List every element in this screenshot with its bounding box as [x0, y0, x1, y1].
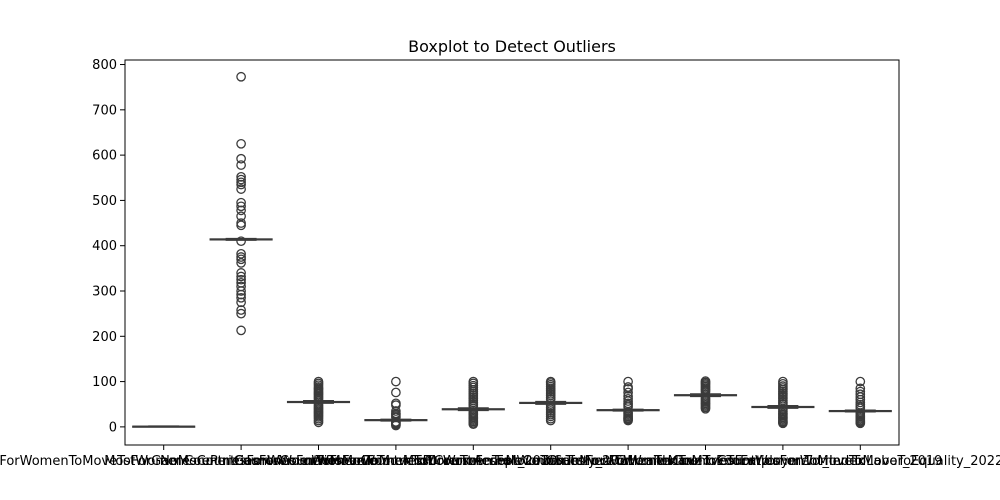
outlier-point	[778, 418, 788, 429]
outlier-point	[855, 418, 866, 429]
outlier-point	[236, 153, 246, 164]
y-tick-label: 600	[92, 149, 117, 164]
outlier-point	[236, 289, 246, 300]
x-tick-label: NoMorePenCountriesForWomenToMoveToDivers…	[160, 454, 477, 469]
y-tick-label: 400	[92, 239, 117, 254]
outlier-point	[236, 297, 246, 308]
x-tick-label: CountriesForWomenToMoveToEquality_2022	[717, 454, 1000, 469]
outlier-point	[236, 174, 246, 185]
outlier-point	[236, 286, 246, 296]
outlier-point	[236, 197, 246, 208]
outlier-point	[236, 205, 246, 216]
y-tick-label: 700	[92, 103, 117, 118]
outlier-point	[623, 383, 633, 394]
y-tick-label: 500	[92, 194, 117, 209]
outlier-point	[236, 179, 246, 190]
outlier-point	[855, 392, 866, 402]
outlier-point	[623, 376, 633, 387]
outlier-point	[236, 249, 246, 259]
outlier-point	[236, 325, 246, 336]
outlier-point	[623, 415, 633, 426]
outlier-point	[236, 271, 246, 282]
plot-frame	[124, 59, 900, 446]
outlier-point	[236, 268, 246, 278]
outlier-point	[778, 399, 788, 410]
outlier-point	[236, 211, 246, 222]
outlier-point	[391, 387, 401, 398]
x-tick-label: CountriesForWomenToMoveToEmployment_Inde…	[546, 454, 865, 469]
outlier-point	[236, 172, 246, 182]
outlier-point	[236, 71, 246, 82]
y-tick-label: 0	[109, 420, 117, 435]
outlier-point	[468, 419, 479, 430]
outlier-point	[313, 417, 324, 428]
outlier-point	[236, 220, 246, 231]
outlier-point	[236, 258, 246, 268]
x-tick-label: WomenCountriesForWomenToMoveToLabor_2019	[623, 454, 942, 469]
outlier-point	[391, 420, 401, 431]
x-tick-label: FemaleCountriesForWomenToMoveToEducation	[475, 454, 781, 469]
chart-title: Boxplot to Detect Outliers	[408, 37, 616, 56]
outlier-point	[623, 391, 633, 401]
x-tick-label: WomenCountriesForWomenToMoveToSafety_202…	[311, 454, 635, 469]
outlier-point	[545, 415, 556, 426]
outlier-point	[236, 236, 246, 247]
y-tick-label: 100	[92, 375, 117, 390]
outlier-point	[236, 138, 246, 149]
outlier-point	[236, 201, 246, 212]
outlier-point	[236, 305, 246, 315]
x-tick-label: MostCountriesForWomenToMoveToHealthcare	[403, 454, 699, 469]
outlier-point	[236, 184, 246, 194]
outlier-point	[236, 254, 246, 265]
x-tick-label: GamesCountriesForWomenToMoveToAccept_202…	[234, 454, 557, 469]
y-tick-label: 800	[92, 58, 117, 73]
outlier-point	[236, 308, 246, 319]
plot-area: 0 100 200 300 400 500 600 700 800 CountriesForWom…	[0, 58, 1000, 469]
outlier-point	[700, 403, 711, 414]
outlier-point	[855, 376, 866, 387]
x-tick-label: MostWomenCountriesForWomenToMoveTo	[104, 454, 378, 469]
y-tick-label: 300	[92, 285, 117, 300]
outlier-point	[236, 274, 246, 285]
y-tick-label: 200	[92, 330, 117, 345]
x-tick-label: CountriesForWomenToMoveToForGamesCountri…	[0, 454, 390, 469]
outlier-point	[391, 376, 401, 387]
outlier-point	[236, 160, 246, 170]
outlier-point	[236, 292, 246, 303]
